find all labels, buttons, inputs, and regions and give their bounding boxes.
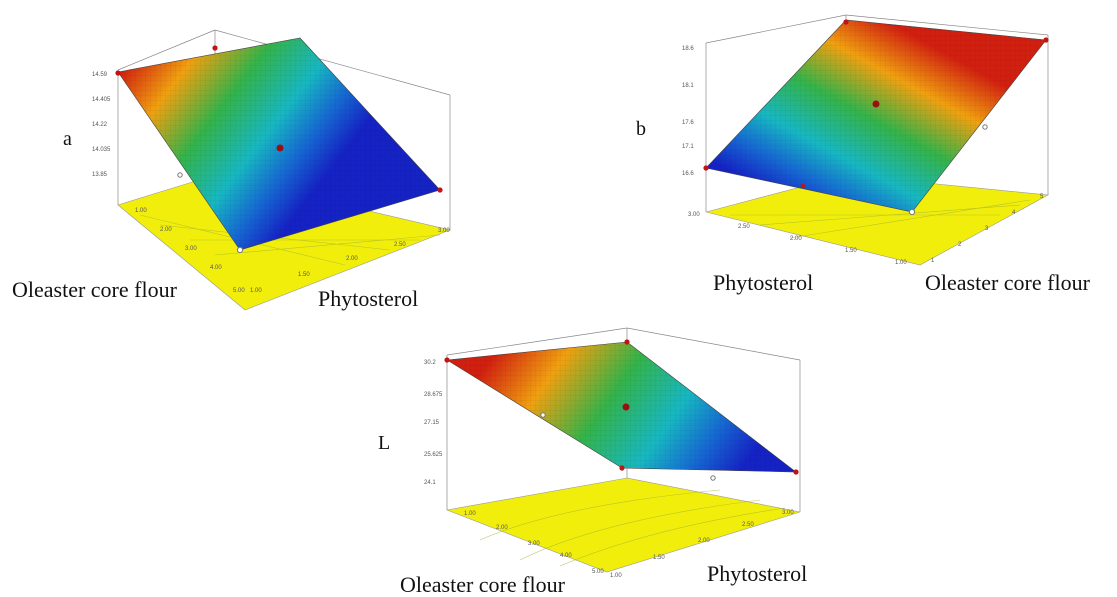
panel-l-x-tick: 4.00 [560,553,572,559]
panel-b-design-points [703,19,1049,216]
design-point [1043,37,1049,43]
panel-a-z-ticks: 14.59 14.405 14.22 14.035 13.85 [92,72,111,178]
panel-b-z-tick: 17.1 [682,144,694,150]
panel-b-z-tick: 17.6 [682,120,694,126]
panel-a-z-tick: 14.405 [92,97,111,103]
design-point [703,165,709,171]
design-point [800,183,806,189]
design-point [982,124,988,130]
panel-l-x-tick: 1.00 [464,511,476,517]
panel-l-floor-contours [479,489,786,567]
panel-l-x-tick: 2.00 [496,525,508,531]
panel-label-a: a [63,128,72,150]
panel-a-x-tick: 4.00 [210,265,222,271]
design-point [872,100,880,108]
panel-l-z-tick: 28.675 [424,392,443,398]
panel-a-y-ticks: 1.00 1.50 2.00 2.50 3.00 [250,228,450,294]
panel-b-y-axis-title: Oleaster core flour [925,270,1091,295]
panel-b-z-tick: 16.6 [682,171,694,177]
panel-l-floor [445,477,801,573]
design-point [177,172,183,178]
panel-b-y-ticks: 1 2 3 4 5 [931,194,1044,264]
design-point [622,403,630,411]
design-point [437,187,443,193]
panel-l-y-tick: 3.00 [782,510,794,516]
panel-b-y-tick: 2 [958,242,962,248]
panel-b-z-tick: 18.6 [682,46,694,52]
panel-b-x-axis-title: Phytosterol [713,270,813,295]
panel-a-y-tick: 1.00 [250,288,262,294]
panel-l-z-tick: 27.15 [424,420,440,426]
panel-a-z-tick: 14.22 [92,122,108,128]
panel-l-y-tick: 1.00 [610,573,622,579]
panel-l-x-tick: 3.00 [528,541,540,547]
panel-a-y-tick: 2.00 [346,256,358,262]
panel-l-y-ticks: 1.00 1.50 2.00 2.50 3.00 [610,510,794,579]
panel-label-l: L [378,432,390,454]
panel-b: b 18.6 18.1 17.6 17.1 16.6 3.00 2.50 2.0… [636,14,1091,295]
panel-a-x-tick: 1.00 [135,208,147,214]
panel-l-y-axis-title: Phytosterol [707,561,807,586]
panel-b-x-tick: 2.50 [738,224,750,230]
panel-a-x-tick: 3.00 [185,246,197,252]
panel-l-z-tick: 25.625 [424,452,443,458]
panel-label-b: b [636,118,646,140]
panel-b-x-ticks: 3.00 2.50 2.00 1.50 1.00 [688,212,907,266]
panel-l-y-tick: 2.00 [698,538,710,544]
panel-a-floor-contours [139,214,441,266]
panel-a-y-tick: 1.50 [298,272,310,278]
panel-a: a 14.59 14.405 14.22 14.035 13.85 1.00 [12,29,452,311]
panel-a-y-tick: 3.00 [438,228,450,234]
panel-a-y-axis-title: Phytosterol [318,286,418,311]
panel-l-z-tick: 30.2 [424,360,436,366]
design-point [793,469,799,475]
panel-a-design-points [115,45,443,254]
panel-b-x-tick: 3.00 [688,212,700,218]
panel-l-z-ticks: 30.2 28.675 27.15 25.625 24.1 [424,360,443,486]
panel-b-z-tick: 18.1 [682,83,694,89]
design-point [444,357,450,363]
panel-a-x-tick: 5.00 [233,288,245,294]
panel-a-x-axis-title: Oleaster core flour [12,277,178,302]
panel-b-y-tick: 4 [1012,210,1016,216]
panel-b-x-tick: 1.50 [845,248,857,254]
panel-b-x-tick: 1.00 [895,260,907,266]
design-point [619,465,625,471]
panel-l-design-points [444,339,799,481]
design-point [276,144,284,152]
design-point [236,246,244,254]
panel-a-z-tick: 13.85 [92,172,108,178]
panel-a-z-tick: 14.59 [92,72,108,78]
panel-l-x-ticks: 1.00 2.00 3.00 4.00 5.00 [464,511,604,575]
design-point [540,412,546,418]
panel-b-z-ticks: 18.6 18.1 17.6 17.1 16.6 [682,46,694,177]
panel-a-y-tick: 2.50 [394,242,406,248]
panel-b-floor-contours [730,199,1031,239]
panel-a-z-tick: 14.035 [92,147,111,153]
panel-l-y-tick: 2.50 [742,522,754,528]
design-point [710,475,716,481]
panel-l-x-tick: 5.00 [592,569,604,575]
panel-l: L 30.2 28.675 27.15 25.625 24.1 1.00 2.0… [378,327,807,597]
panel-b-y-tick: 5 [1040,194,1044,200]
panel-l-y-tick: 1.50 [653,555,665,561]
panel-a-floor [117,174,452,311]
panel-b-y-tick: 3 [985,226,989,232]
panel-a-x-tick: 2.00 [160,227,172,233]
panel-l-x-axis-title: Oleaster core flour [400,572,566,597]
design-point [115,70,121,76]
panel-l-z-tick: 24.1 [424,480,436,486]
design-point [624,339,630,345]
design-point [908,208,916,216]
design-point [212,45,218,51]
panel-b-y-tick: 1 [931,258,935,264]
panel-b-x-tick: 2.00 [790,236,802,242]
panel-a-x-ticks: 1.00 2.00 3.00 4.00 5.00 [135,208,245,294]
design-point [843,19,849,25]
